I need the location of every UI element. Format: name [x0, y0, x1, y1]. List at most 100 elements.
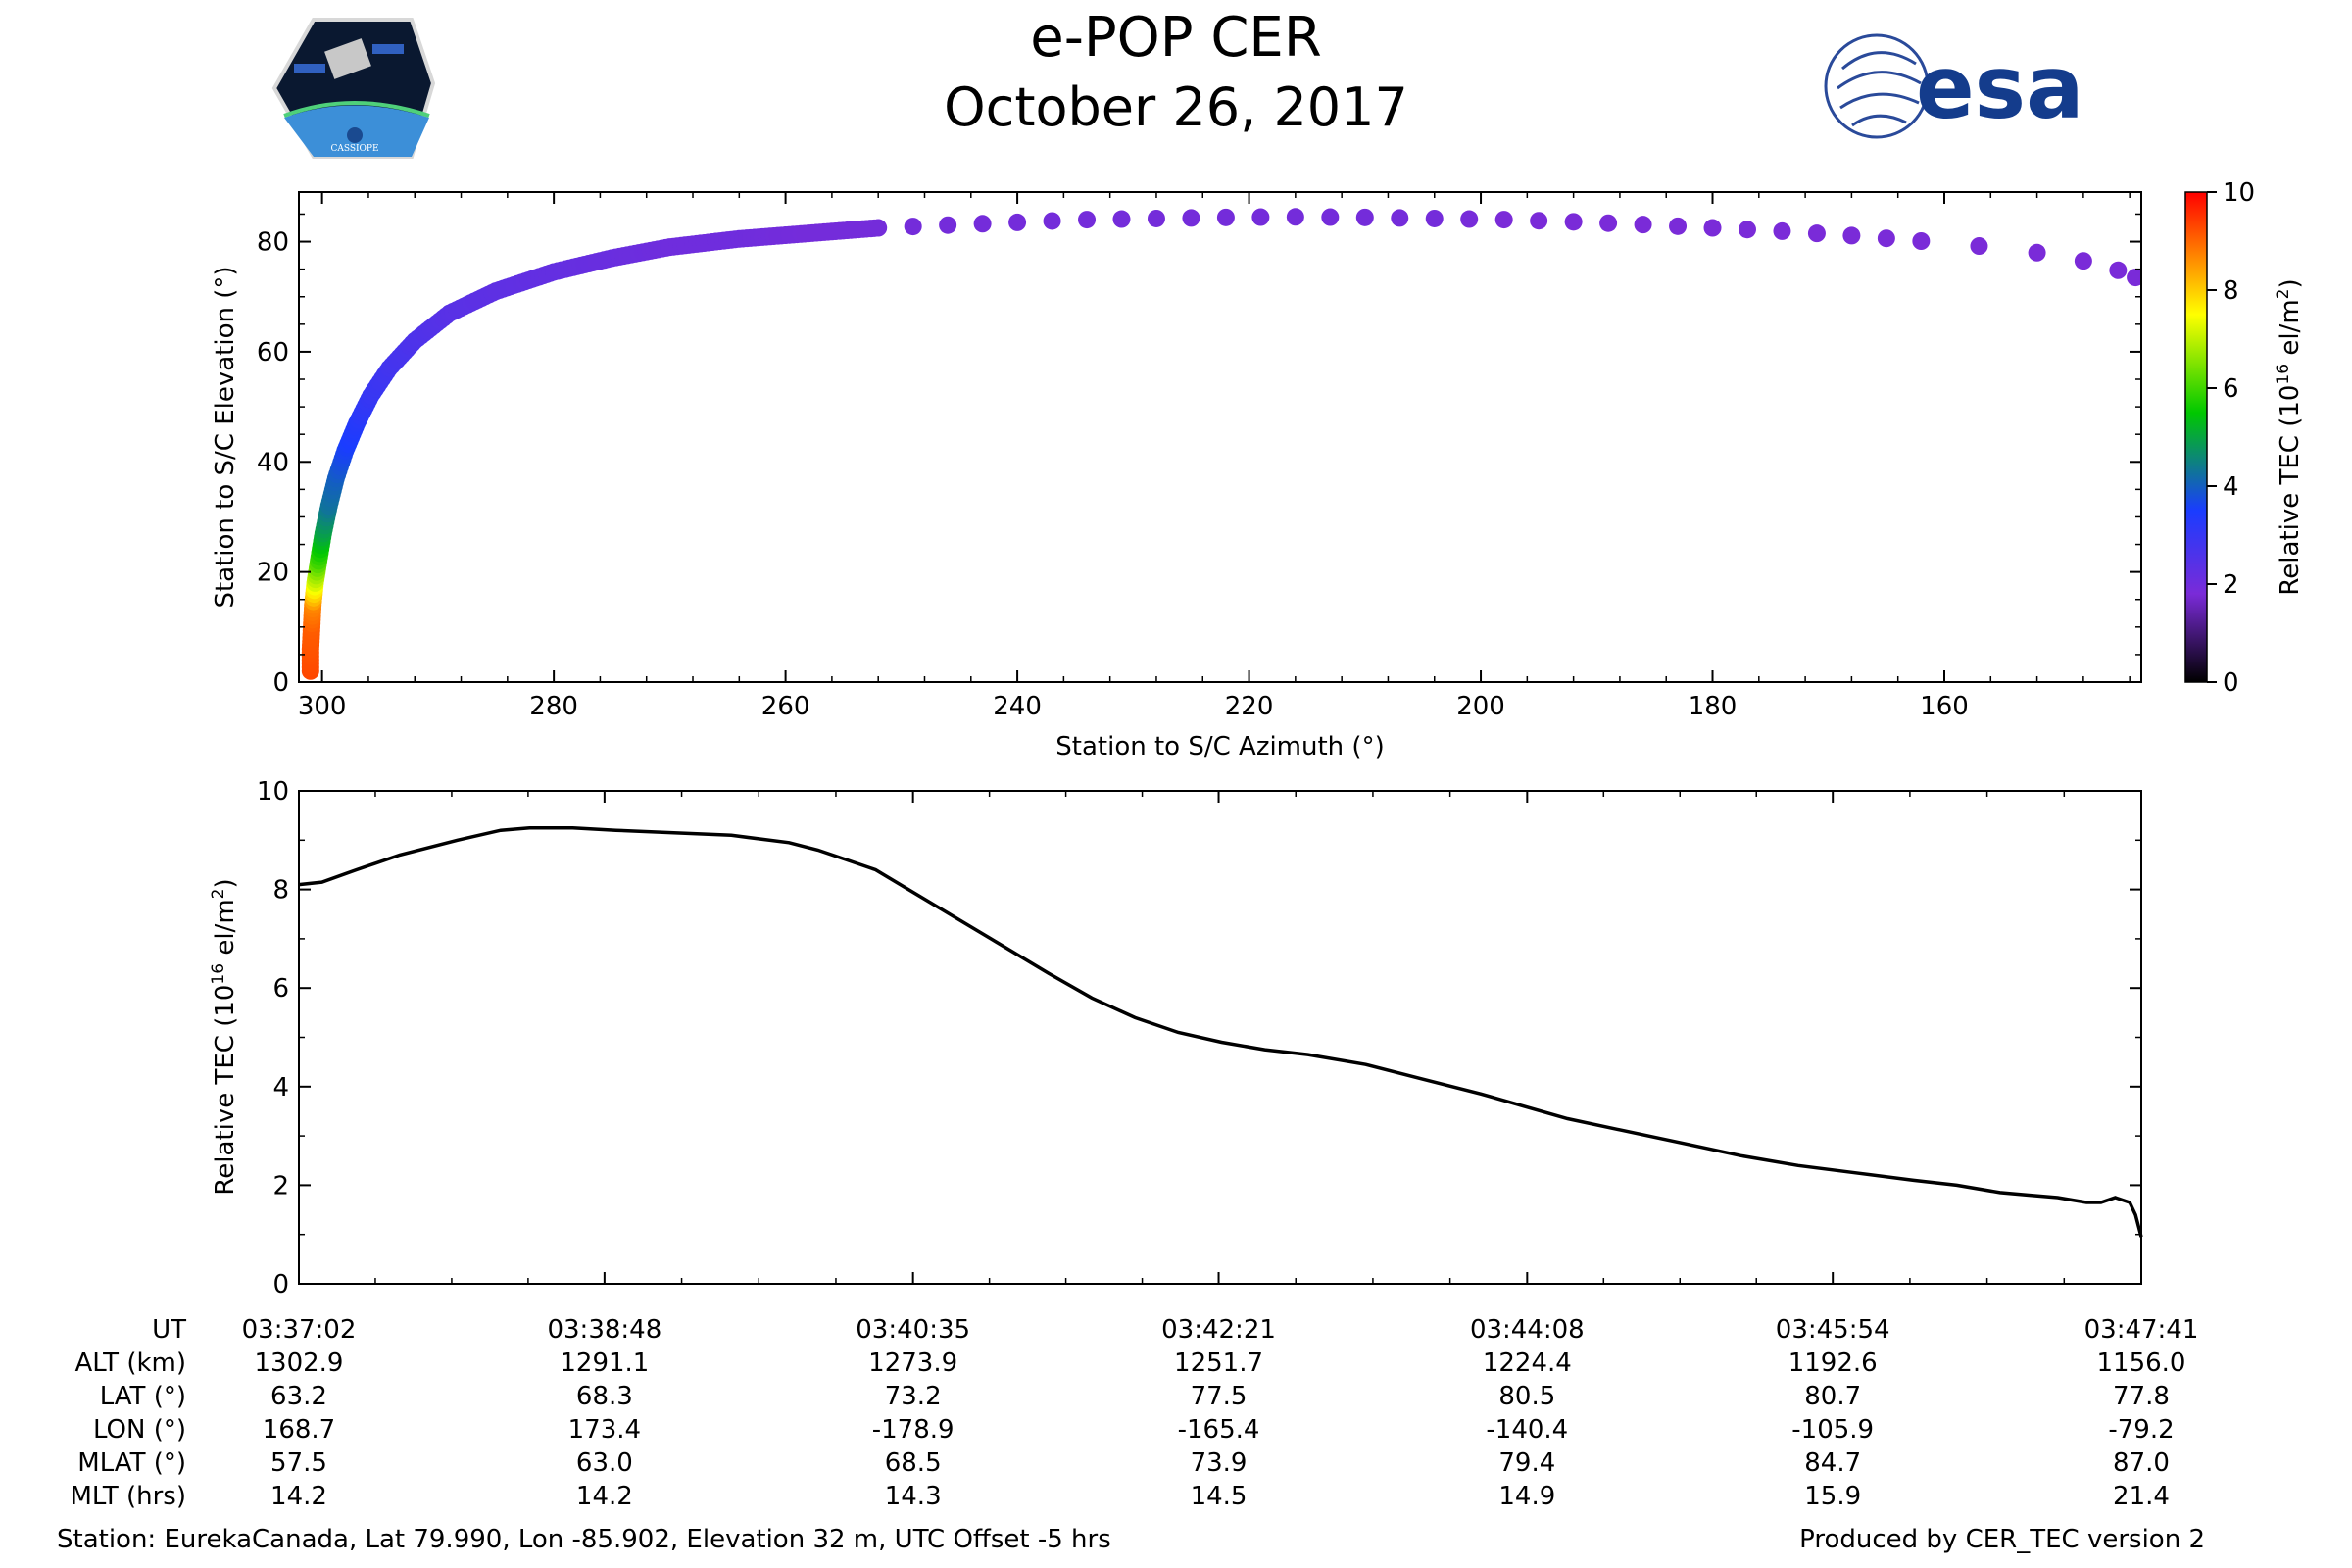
c1-x-tick-label: 220: [1225, 692, 1274, 721]
station-info: Station: EurekaCanada, Lat 79.990, Lon -…: [57, 1525, 1111, 1554]
c1-x-tick-label: 300: [298, 692, 347, 721]
table-cell: 14.3: [885, 1482, 942, 1511]
c1-y-tick-label: 20: [257, 559, 289, 588]
page-date: October 26, 2017: [944, 76, 1408, 138]
table-cell: 87.0: [2113, 1448, 2170, 1478]
table-row-label: ALT (km): [74, 1348, 186, 1378]
c1-x-tick-label: 260: [761, 692, 810, 721]
table-cell: 1192.6: [1788, 1348, 1878, 1378]
colorbar-ticks: 0 2 4 6 8 10: [2207, 178, 2255, 698]
c1-xlabel: Station to S/C Azimuth (°): [1055, 732, 1384, 761]
produced-by: Produced by CER_TEC version 2: [1799, 1525, 2205, 1554]
scatter-point: [1703, 219, 1722, 237]
scatter-point: [939, 216, 957, 234]
scatter-point: [1669, 217, 1688, 235]
c1-points: [301, 208, 2141, 680]
table-cell: 1291.1: [560, 1348, 649, 1378]
table-cell: 68.3: [576, 1382, 633, 1411]
table-cell: -140.4: [1486, 1415, 1568, 1445]
c1-y-tick-label: 40: [257, 448, 289, 477]
c1-x-tick-label: 180: [1689, 692, 1738, 721]
table-cell: 14.2: [270, 1482, 327, 1511]
scatter-point: [1216, 208, 1235, 226]
table-row-label: LAT (°): [100, 1382, 186, 1411]
table-cell: -178.9: [872, 1415, 955, 1445]
scatter-point: [1391, 209, 1409, 227]
scatter-point: [1494, 211, 1513, 229]
table-cell: 1251.7: [1174, 1348, 1263, 1378]
c1-x-tick-label: 200: [1456, 692, 1505, 721]
table-cell: -165.4: [1178, 1415, 1260, 1445]
table-cell: 03:40:35: [856, 1315, 970, 1345]
colorbar-tick-label: 10: [2223, 178, 2255, 208]
scatter-point: [1807, 224, 1826, 243]
table-cell: 168.7: [263, 1415, 335, 1445]
table-cell: 57.5: [270, 1448, 327, 1478]
scatter-point: [1043, 212, 1061, 230]
c1-x-tick-label: 240: [993, 692, 1042, 721]
table-cell: 77.8: [2113, 1382, 2170, 1411]
table-cell: 03:38:48: [547, 1315, 662, 1345]
table-cell: 15.9: [1804, 1482, 1861, 1511]
esa-logo: esa: [1824, 33, 2083, 139]
scatter-point: [1564, 213, 1583, 231]
scatter-point: [904, 218, 922, 236]
scatter-point: [1530, 212, 1548, 230]
cassiope-logo-text: CASSIOPE: [330, 144, 378, 154]
table-cell: -79.2: [2108, 1415, 2174, 1445]
table-cell: 68.5: [885, 1448, 942, 1478]
scatter-point: [1008, 213, 1027, 231]
c2-ticks: 0 2 4 6 8 10: [257, 777, 2142, 1299]
colorbar-tick-label: 2: [2223, 570, 2239, 600]
c2-series-line: [298, 825, 2143, 1238]
colorbar-label: Relative TEC (1016 el/m2): [2274, 278, 2305, 595]
table-cell: 1156.0: [2097, 1348, 2186, 1378]
c2-y-tick-label: 10: [257, 777, 289, 807]
scatter-point: [1355, 208, 1374, 226]
table-cell: 14.2: [576, 1482, 633, 1511]
table-row-label: UT: [152, 1315, 186, 1345]
table-cell: 79.4: [1498, 1448, 1555, 1478]
scatter-point: [1599, 214, 1618, 232]
table-cell: 1224.4: [1483, 1348, 1572, 1378]
table-cell: 03:37:02: [242, 1315, 357, 1345]
c2-y-tick-label: 4: [272, 1073, 289, 1102]
scatter-point: [1182, 209, 1200, 227]
table-cell: 21.4: [2113, 1482, 2170, 1511]
colorbar-tick-label: 0: [2223, 668, 2239, 698]
colorbar: [2184, 191, 2208, 683]
table-cell: 03:45:54: [1776, 1315, 1890, 1345]
table-cell: 03:42:21: [1161, 1315, 1276, 1345]
table-row-label: LON (°): [93, 1415, 186, 1445]
scatter-point: [1321, 208, 1340, 226]
scatter-point: [1147, 209, 1165, 227]
scatter-point: [1460, 210, 1479, 228]
c2-ylabel: Relative TEC (1016 el/m2): [209, 878, 240, 1195]
table-row-label: MLT (hrs): [71, 1482, 187, 1511]
scatter-point: [1842, 226, 1861, 245]
c1-x-tick-label: 160: [1920, 692, 1969, 721]
c1-y-tick-label: 60: [257, 338, 289, 368]
c1-y-tick-label: 0: [272, 668, 289, 698]
c1-x-tick-label: 280: [529, 692, 578, 721]
scatter-point: [1078, 211, 1097, 229]
c1-ticks: 300 280 260 240 220 200 180 160 0 20 40 60 80: [257, 192, 2141, 721]
scatter-point: [2028, 243, 2046, 262]
page-title: e-POP CER: [1030, 6, 1322, 70]
table-cell: 03:47:41: [2084, 1315, 2199, 1345]
scatter-point: [2074, 252, 2092, 270]
scatter-point: [1634, 216, 1652, 234]
table-cell: 14.5: [1191, 1482, 1248, 1511]
colorbar-tick-label: 8: [2223, 276, 2239, 306]
table-cell: -105.9: [1791, 1415, 1874, 1445]
scatter-point: [1773, 221, 1791, 240]
table-cell: 1302.9: [255, 1348, 344, 1378]
table-row-label: MLAT (°): [77, 1448, 186, 1478]
scatter-point: [2127, 269, 2141, 287]
table-cell: 80.7: [1804, 1382, 1861, 1411]
scatter-point: [1112, 210, 1131, 228]
scatter-point: [1425, 209, 1444, 227]
